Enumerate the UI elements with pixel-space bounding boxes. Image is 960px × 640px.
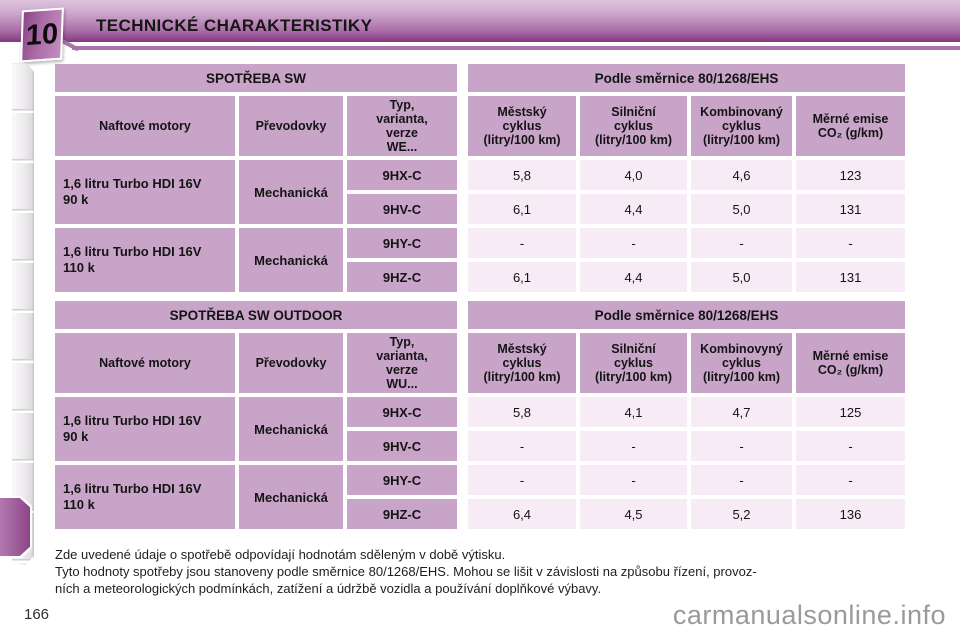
value-road-cycle: 4,4 xyxy=(580,262,687,292)
value-combined-cycle: - xyxy=(691,431,792,461)
gearbox-cell: Mechanická xyxy=(239,397,343,461)
value-road-cycle: - xyxy=(580,228,687,258)
column-header-type: Typ, varianta, verze WE... xyxy=(347,96,457,156)
header-accent-line xyxy=(72,46,960,50)
tables-area: SPOTŘEBA SW Podle směrnice 80/1268/EHS Naf… xyxy=(55,64,905,538)
value-urban-cycle: - xyxy=(468,228,576,258)
column-header-gearbox: Převodovky xyxy=(239,333,343,393)
value-road-cycle: - xyxy=(580,431,687,461)
value-co2-emissions: - xyxy=(796,465,905,495)
type-cell: 9HV-C xyxy=(347,431,457,461)
value-urban-cycle: 5,8 xyxy=(468,397,576,427)
value-road-cycle: - xyxy=(580,465,687,495)
value-co2-emissions: 136 xyxy=(796,499,905,529)
column-header-combined: Kombinovaný cyklus (litry/100 km) xyxy=(691,96,792,156)
value-urban-cycle: 6,1 xyxy=(468,194,576,224)
type-cell: 9HY-C xyxy=(347,228,457,258)
value-road-cycle: 4,0 xyxy=(580,160,687,190)
column-header-urban: Městský cyklus (litry/100 km) xyxy=(468,96,576,156)
watermark: carmanualsonline.info xyxy=(672,600,946,630)
engine-cell: 1,6 litru Turbo HDI 16V 90 k xyxy=(55,160,235,224)
value-co2-emissions: 131 xyxy=(796,262,905,292)
engine-cell: 1,6 litru Turbo HDI 16V 110 k xyxy=(55,228,235,292)
page-title: TECHNICKÉ CHARAKTERISTIKY xyxy=(96,16,373,35)
value-co2-emissions: 123 xyxy=(796,160,905,190)
consumption-table-sw-outdoor: SPOTŘEBA SW OUTDOOR Podle směrnice 80/126… xyxy=(55,301,905,529)
header-band xyxy=(0,0,960,42)
gearbox-cell: Mechanická xyxy=(239,160,343,224)
value-combined-cycle: 4,7 xyxy=(691,397,792,427)
column-header-engine: Naftové motory xyxy=(55,96,235,156)
chapter-tab-strip xyxy=(12,63,34,565)
section-title-right: Podle směrnice 80/1268/EHS xyxy=(468,64,905,92)
gearbox-cell: Mechanická xyxy=(239,465,343,529)
value-urban-cycle: 6,4 xyxy=(468,499,576,529)
column-header-emissions: Měrné emise CO₂ (g/km) xyxy=(796,96,905,156)
column-header-road: Silniční cyklus (litry/100 km) xyxy=(580,333,687,393)
consumption-note: Zde uvedené údaje o spotřebě odpovídají … xyxy=(55,547,757,597)
value-urban-cycle: 6,1 xyxy=(468,262,576,292)
chapter-number: 10 xyxy=(25,17,59,52)
chapter-number-badge: 10 xyxy=(20,7,64,63)
value-combined-cycle: 5,0 xyxy=(691,262,792,292)
value-combined-cycle: - xyxy=(691,465,792,495)
chapter-tab-active-fill xyxy=(0,498,30,556)
gearbox-cell: Mechanická xyxy=(239,228,343,292)
value-combined-cycle: 4,6 xyxy=(691,160,792,190)
column-header-road: Silniční cyklus (litry/100 km) xyxy=(580,96,687,156)
page-number: 166 xyxy=(24,606,50,623)
value-urban-cycle: - xyxy=(468,465,576,495)
column-header-emissions: Měrné emise CO₂ (g/km) xyxy=(796,333,905,393)
value-road-cycle: 4,4 xyxy=(580,194,687,224)
type-cell: 9HX-C xyxy=(347,397,457,427)
value-co2-emissions: - xyxy=(796,431,905,461)
section-title-left: SPOTŘEBA SW xyxy=(55,64,457,92)
value-urban-cycle: 5,8 xyxy=(468,160,576,190)
value-urban-cycle: - xyxy=(468,431,576,461)
column-header-urban: Městský cyklus (litry/100 km) xyxy=(468,333,576,393)
value-combined-cycle: - xyxy=(691,228,792,258)
type-cell: 9HZ-C xyxy=(347,262,457,292)
consumption-table-sw: SPOTŘEBA SW Podle směrnice 80/1268/EHS Naf… xyxy=(55,64,905,292)
type-cell: 9HZ-C xyxy=(347,499,457,529)
type-cell: 9HX-C xyxy=(347,160,457,190)
value-road-cycle: 4,5 xyxy=(580,499,687,529)
type-cell: 9HY-C xyxy=(347,465,457,495)
value-co2-emissions: - xyxy=(796,228,905,258)
section-title-right: Podle směrnice 80/1268/EHS xyxy=(468,301,905,329)
engine-cell: 1,6 litru Turbo HDI 16V 90 k xyxy=(55,397,235,461)
column-header-engine: Naftové motory xyxy=(55,333,235,393)
column-header-gearbox: Převodovky xyxy=(239,96,343,156)
value-co2-emissions: 125 xyxy=(796,397,905,427)
type-cell: 9HV-C xyxy=(347,194,457,224)
column-header-type: Typ, varianta, verze WU... xyxy=(347,333,457,393)
column-header-combined: Kombinovyný cyklus (litry/100 km) xyxy=(691,333,792,393)
value-road-cycle: 4,1 xyxy=(580,397,687,427)
value-co2-emissions: 131 xyxy=(796,194,905,224)
value-combined-cycle: 5,2 xyxy=(691,499,792,529)
chapter-tab-active xyxy=(0,496,32,558)
engine-cell: 1,6 litru Turbo HDI 16V 110 k xyxy=(55,465,235,529)
section-title-left: SPOTŘEBA SW OUTDOOR xyxy=(55,301,457,329)
value-combined-cycle: 5,0 xyxy=(691,194,792,224)
